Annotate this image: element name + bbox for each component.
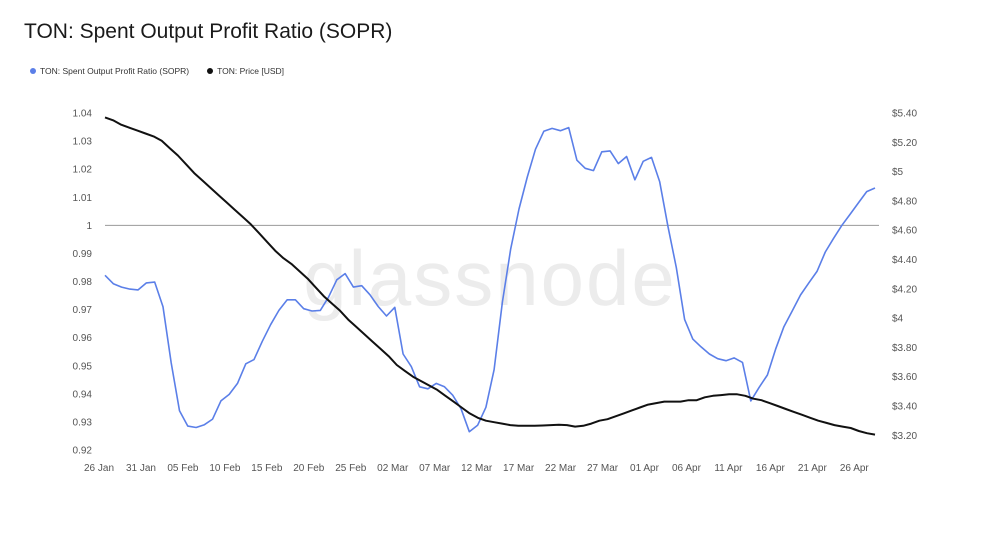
x-tick-label: 17 Mar (503, 463, 535, 474)
y-left-tick-label: 0.92 (73, 446, 93, 457)
y-left-tick-label: 1.03 (73, 137, 93, 148)
legend-label-price: TON: Price [USD] (217, 66, 285, 76)
y-right-tick-label: $5 (892, 167, 904, 178)
x-tick-label: 10 Feb (209, 463, 241, 474)
x-tick-label: 12 Mar (461, 463, 493, 474)
legend-item-sopr[interactable]: TON: Spent Output Profit Ratio (SOPR) (30, 66, 189, 76)
y-left-tick-label: 0.98 (73, 277, 93, 288)
x-tick-label: 05 Feb (167, 463, 199, 474)
y-right-tick-label: $3.60 (892, 372, 917, 383)
y-right-tick-label: $3.40 (892, 402, 917, 413)
y-left-tick-label: 1 (86, 221, 92, 232)
legend-label-sopr: TON: Spent Output Profit Ratio (SOPR) (40, 66, 190, 76)
y-left-tick-label: 0.93 (73, 417, 93, 428)
y-left-tick-label: 0.96 (73, 333, 93, 344)
x-tick-label: 15 Feb (251, 463, 283, 474)
x-tick-label: 27 Mar (587, 463, 619, 474)
x-tick-label: 22 Mar (545, 463, 577, 474)
x-tick-label: 01 Apr (630, 463, 660, 474)
y-left-tick-label: 1.01 (73, 193, 93, 204)
y-right-tick-label: $4.20 (892, 284, 917, 295)
y-left-tick-label: 1.04 (73, 109, 93, 120)
y-left-tick-label: 0.99 (73, 249, 93, 260)
sopr-series-line (104, 126, 876, 433)
x-tick-label: 20 Feb (293, 463, 325, 474)
y-right-tick-label: $3.20 (892, 431, 917, 442)
x-tick-label: 21 Apr (798, 463, 828, 474)
x-tick-label: 06 Apr (672, 463, 702, 474)
x-tick-label: 26 Apr (840, 463, 870, 474)
y-right-tick-label: $4.80 (892, 196, 917, 207)
chart-title: TON: Spent Output Profit Ratio (SOPR) (24, 20, 393, 43)
y-right-tick-label: $4 (892, 314, 904, 325)
y-right-tick-label: $4.40 (892, 255, 917, 266)
y-left-tick-label: 1.02 (73, 165, 93, 176)
price-series-line (104, 116, 876, 436)
y-left-tick-label: 0.97 (73, 305, 93, 316)
legend-item-price[interactable]: TON: Price [USD] (207, 66, 284, 76)
x-tick-label: 31 Jan (126, 463, 156, 474)
x-tick-label: 02 Mar (377, 463, 409, 474)
x-tick-label: 25 Feb (335, 463, 367, 474)
x-tick-label: 16 Apr (756, 463, 786, 474)
y-right-tick-label: $3.80 (892, 343, 917, 354)
x-tick-label: 26 Jan (84, 463, 114, 474)
x-tick-label: 11 Apr (714, 463, 743, 474)
watermark: glassnode (303, 234, 677, 322)
x-tick-label: 07 Mar (419, 463, 451, 474)
legend-dot-price (207, 68, 214, 74)
y-right-tick-label: $5.20 (892, 138, 917, 149)
legend-dot-sopr (30, 68, 36, 74)
y-left-tick-label: 0.94 (73, 389, 93, 400)
y-right-tick-label: $5.40 (892, 109, 917, 120)
y-left-tick-label: 0.95 (73, 361, 93, 372)
y-right-tick-label: $4.60 (892, 226, 917, 237)
legend: TON: Spent Output Profit Ratio (SOPR) TO… (30, 66, 284, 76)
